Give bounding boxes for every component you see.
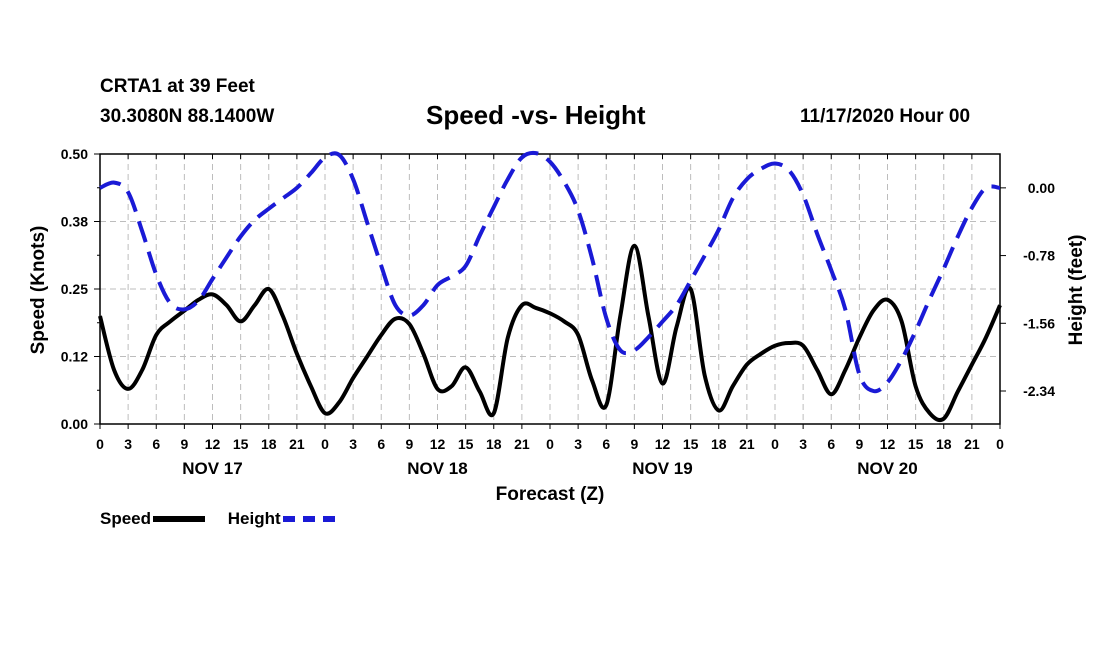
x-tick-label: 9	[405, 436, 413, 452]
x-tick-label: 0	[771, 436, 779, 452]
y-axis-left-label: Speed (Knots)	[28, 226, 49, 355]
x-tick-label: 6	[602, 436, 610, 452]
x-tick-label: 3	[574, 436, 582, 452]
x-tick-label: 9	[180, 436, 188, 452]
y-left-tick-label: 0.00	[61, 416, 88, 432]
x-tick-label: 3	[349, 436, 357, 452]
x-tick-label: 21	[289, 436, 305, 452]
legend-speed-label: Speed	[100, 509, 152, 528]
day-label: NOV 19	[632, 459, 692, 478]
axis-ticks: 0 3 6 9 12 15 18 21 0 3 6 9 12 15 18 21 0 3 6 9 12 15 18 21 0 3 6 9…	[61, 146, 1055, 478]
station-title: CRTA1 at 39 Feet	[100, 76, 255, 97]
x-tick-label: 0	[96, 436, 104, 452]
series-line-height	[99, 150, 1001, 394]
x-tick-label: 6	[152, 436, 160, 452]
x-tick-label: 15	[233, 436, 249, 452]
x-tick-label: 12	[655, 436, 671, 452]
x-tick-label: 15	[458, 436, 474, 452]
y-left-tick-label: 0.50	[61, 146, 88, 162]
y-right-tick-label: -2.34	[1023, 383, 1055, 399]
axis-labels: Forecast (Z) Speed (Knots) Height (feet)	[28, 226, 1087, 505]
x-tick-label: 9	[630, 436, 638, 452]
legend-height: Height	[228, 509, 335, 529]
series-layer	[98, 150, 1002, 423]
x-tick-label: 3	[124, 436, 132, 452]
legend: Speed Height	[100, 509, 353, 529]
x-tick-label: 12	[205, 436, 221, 452]
legend-height-swatch	[282, 516, 335, 522]
x-tick-label: 18	[486, 436, 502, 452]
y-axis-right-label: Height (feet)	[1066, 235, 1087, 346]
x-tick-label: 6	[827, 436, 835, 452]
station-coordinates: 30.3080N 88.1400W	[100, 106, 275, 127]
x-tick-label: 12	[880, 436, 896, 452]
x-tick-label: 0	[321, 436, 329, 452]
y-right-tick-label: -0.78	[1023, 248, 1055, 264]
x-tick-label: 21	[514, 436, 530, 452]
y-left-tick-label: 0.25	[61, 281, 88, 297]
x-tick-label: 21	[964, 436, 980, 452]
x-tick-label: 6	[377, 436, 385, 452]
y-left-tick-label: 0.12	[61, 349, 88, 365]
day-label: NOV 18	[407, 459, 467, 478]
legend-speed-swatch	[153, 516, 206, 522]
y-left-tick-label: 0.38	[61, 214, 88, 230]
x-tick-label: 0	[546, 436, 554, 452]
x-tick-label: 3	[799, 436, 807, 452]
day-label: NOV 20	[857, 459, 917, 478]
x-tick-label: 9	[855, 436, 863, 452]
x-tick-label: 15	[683, 436, 699, 452]
x-tick-label: 15	[908, 436, 924, 452]
legend-speed: Speed	[100, 509, 206, 529]
x-axis-label: Forecast (Z)	[496, 484, 605, 505]
x-tick-label: 0	[996, 436, 1004, 452]
chart-title: Speed -vs- Height	[426, 100, 646, 130]
forecast-datestamp: 11/17/2020 Hour 00	[800, 106, 971, 127]
x-tick-label: 18	[936, 436, 952, 452]
x-tick-label: 18	[711, 436, 727, 452]
series-line-speed	[98, 243, 1002, 423]
x-tick-label: 18	[261, 436, 277, 452]
y-right-tick-label: -1.56	[1023, 315, 1055, 331]
x-tick-label: 12	[430, 436, 446, 452]
y-right-tick-label: 0.00	[1028, 180, 1055, 196]
legend-height-label: Height	[227, 509, 281, 528]
x-tick-label: 21	[739, 436, 755, 452]
plot-frame	[99, 153, 1001, 425]
day-label: NOV 17	[182, 459, 242, 478]
